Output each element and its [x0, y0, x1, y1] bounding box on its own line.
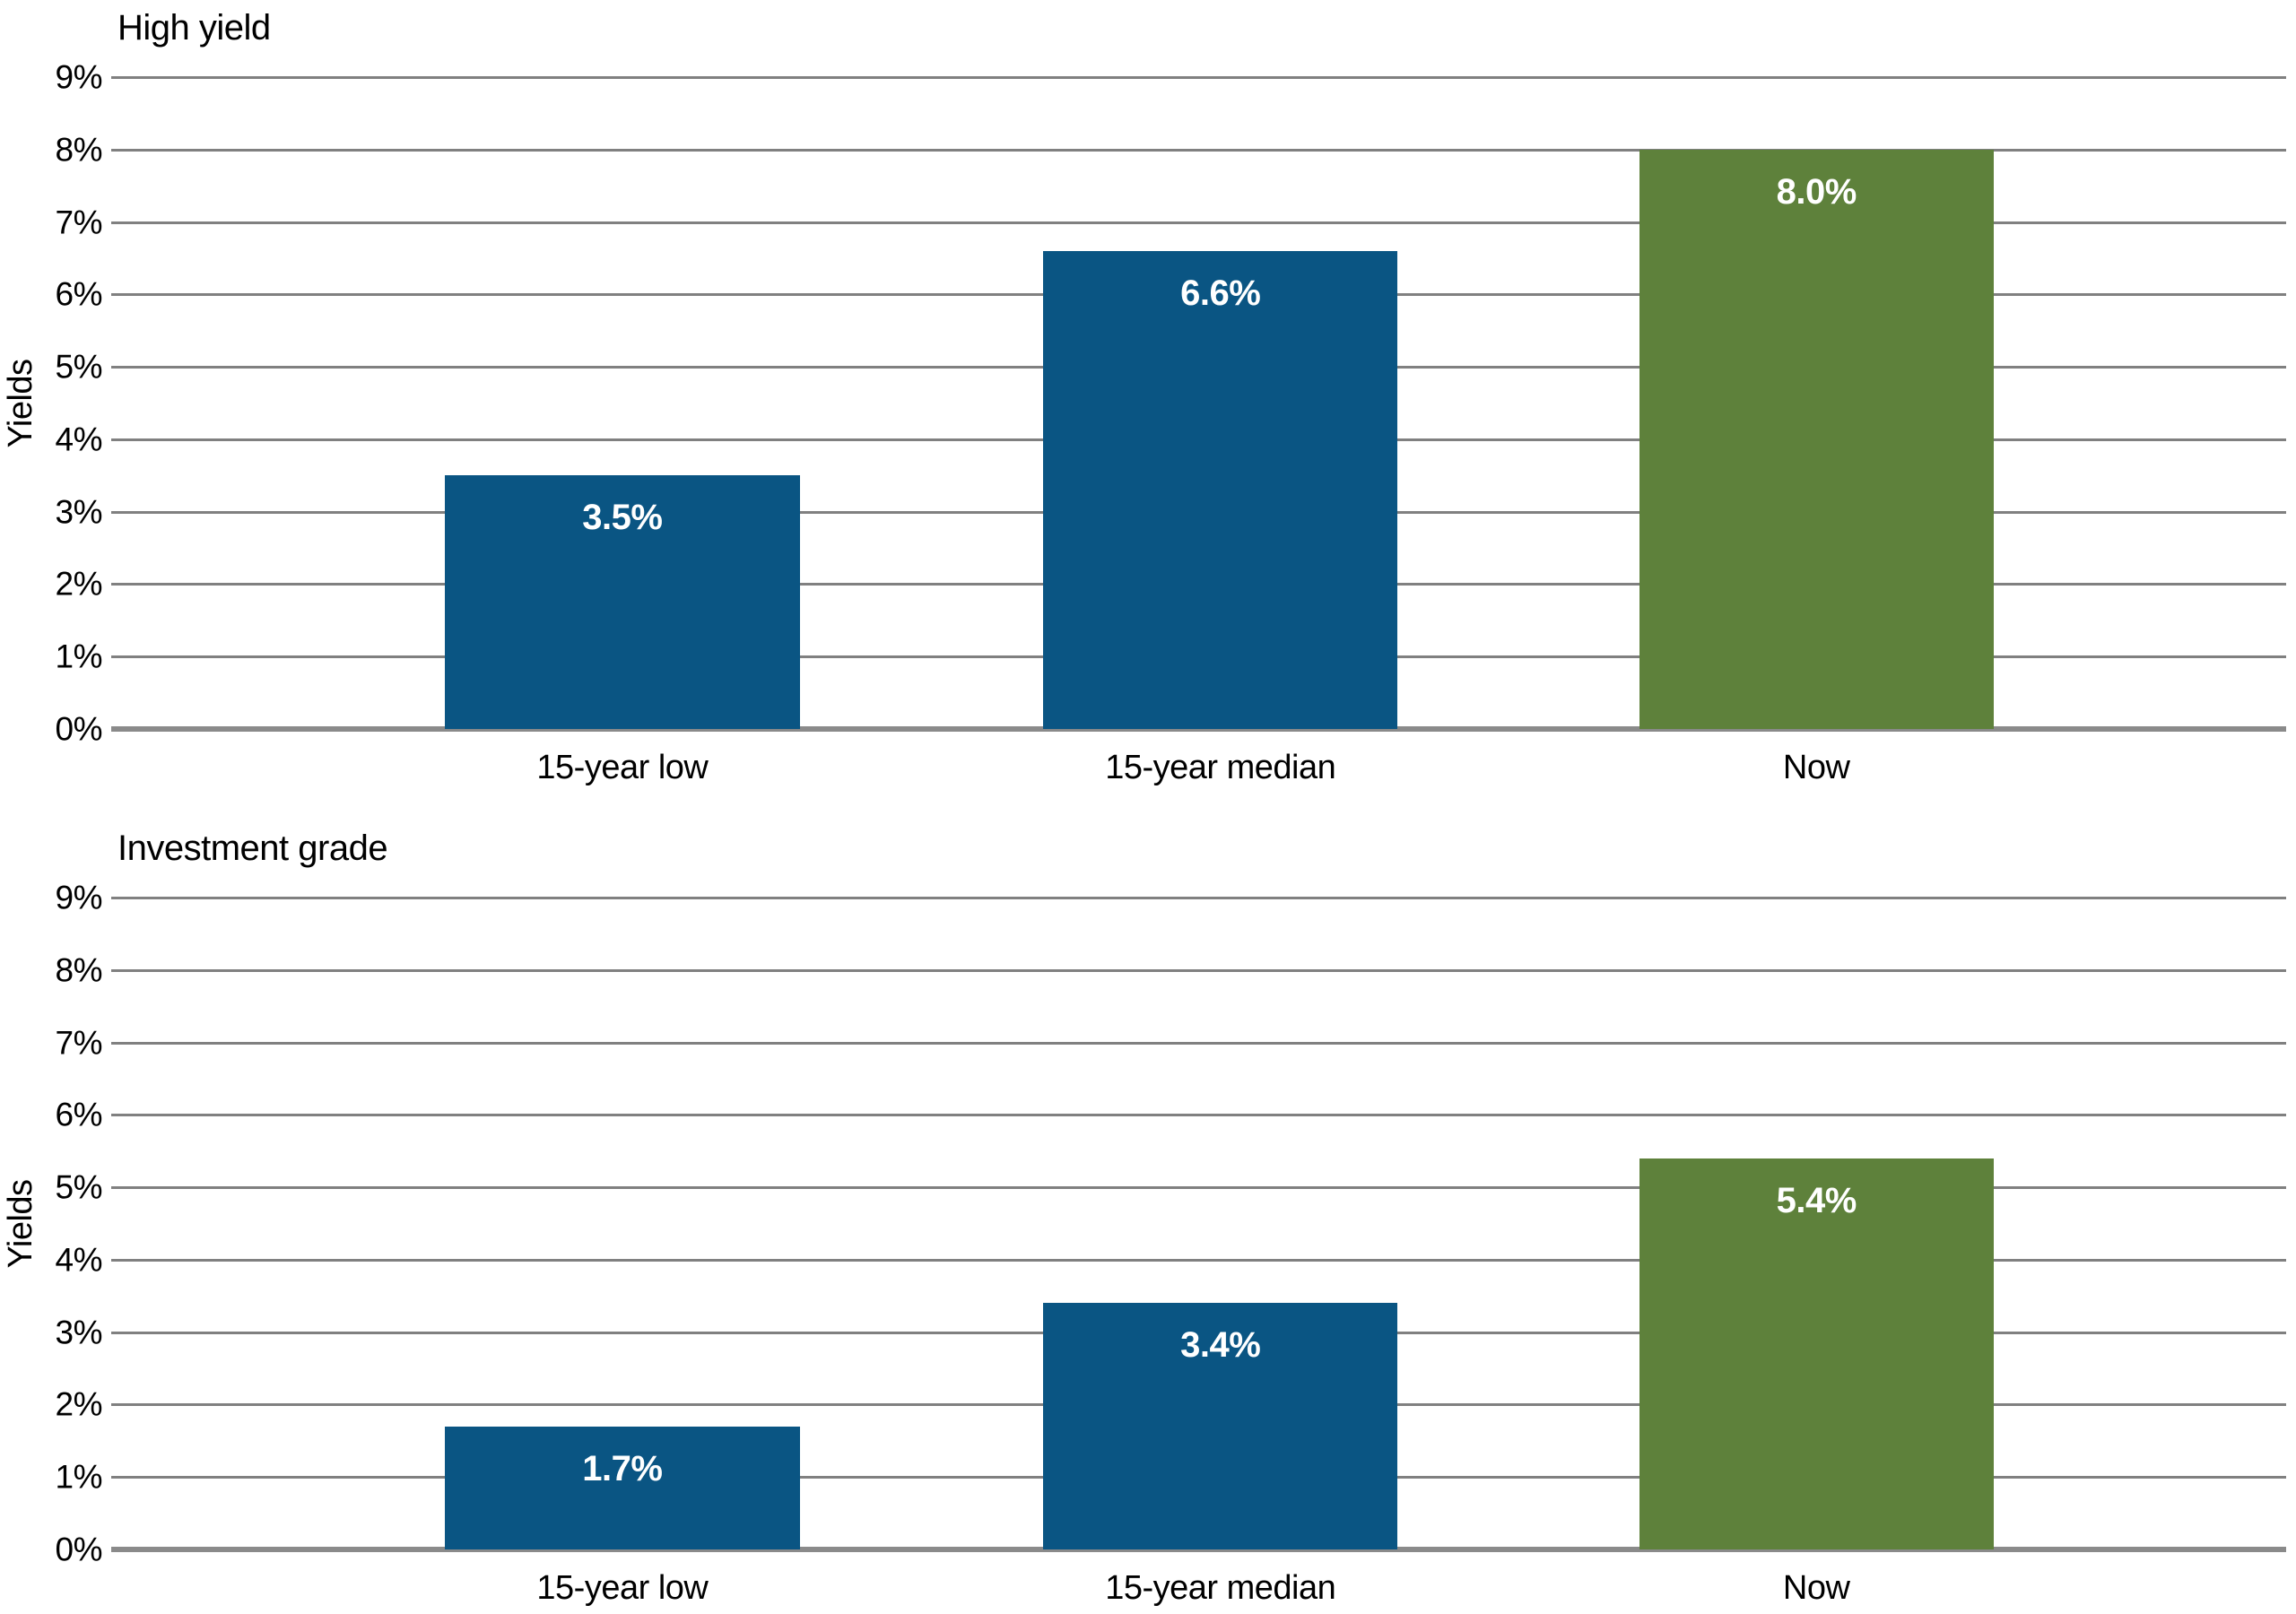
chart-title: High yield: [117, 8, 271, 48]
y-tick-label: 7%: [55, 204, 103, 241]
y-tick-label: 6%: [55, 275, 103, 313]
x-category-label: 15-year median: [1105, 749, 1336, 786]
y-tick-label: 0%: [55, 710, 103, 748]
x-axis: 15-year low 15-year median Now: [111, 729, 2286, 792]
y-tick-label: 3%: [55, 493, 103, 531]
bar-value-label: 6.6%: [1180, 273, 1261, 313]
x-axis: 15-year low 15-year median Now: [111, 1549, 2286, 1612]
y-tick-label: 1%: [55, 1458, 103, 1496]
bar-value-label: 1.7%: [582, 1448, 663, 1488]
y-tick-label: 9%: [55, 879, 103, 916]
x-axis-line: [111, 726, 2286, 732]
x-axis-line: [111, 1547, 2286, 1552]
y-tick-label: 3%: [55, 1314, 103, 1351]
y-tick-label: 5%: [55, 348, 103, 386]
gridline: [111, 1114, 2286, 1117]
y-axis-ticks: 9% 8% 7% 6% 5% 4% 3% 2% 1% 0%: [0, 61, 111, 746]
y-tick-label: 7%: [55, 1024, 103, 1062]
bar-15-year-low: 3.5%: [445, 475, 800, 729]
gridline: [111, 1186, 2286, 1190]
x-category-label: Now: [1782, 1569, 1850, 1607]
x-category-label: 15-year low: [536, 749, 709, 786]
y-tick-label: 2%: [55, 1385, 103, 1423]
y-tick-label: 8%: [55, 951, 103, 989]
bar-15-year-median: 6.6%: [1043, 250, 1398, 729]
y-tick-label: 0%: [55, 1531, 103, 1568]
bar-now: 5.4%: [1639, 1158, 1994, 1549]
y-tick-label: 5%: [55, 1168, 103, 1206]
y-tick-label: 8%: [55, 131, 103, 169]
gridline: [111, 968, 2286, 972]
chart-area: Yields 9% 8% 7% 6% 5% 4% 3% 2% 1% 0% 3.5% 6.6% 8.0%: [0, 61, 2296, 746]
bar-15-year-median: 3.4%: [1043, 1303, 1398, 1549]
gridline: [111, 221, 2286, 224]
y-tick-label: 4%: [55, 1241, 103, 1279]
y-tick-label: 1%: [55, 638, 103, 675]
gridline: [111, 148, 2286, 152]
bar-value-label: 3.4%: [1180, 1325, 1261, 1366]
x-category-label: 15-year low: [536, 1569, 709, 1607]
chart-title: Investment grade: [117, 829, 388, 868]
y-axis-ticks: 9% 8% 7% 6% 5% 4% 3% 2% 1% 0%: [0, 881, 111, 1566]
plot-area: 3.5% 6.6% 8.0%: [111, 76, 2286, 732]
gridline: [111, 1258, 2286, 1262]
gridline: [111, 897, 2286, 899]
y-tick-label: 2%: [55, 565, 103, 603]
x-category-label: 15-year median: [1105, 1569, 1336, 1607]
chart-area: Yields 9% 8% 7% 6% 5% 4% 3% 2% 1% 0% 1.7% 3.4% 5.4%: [0, 881, 2296, 1566]
high-yield-chart: High yield Yields 9% 8% 7% 6% 5% 4% 3% 2% 1% 0% 3…: [0, 7, 2296, 792]
gridline: [111, 1041, 2286, 1045]
y-tick-label: 4%: [55, 421, 103, 458]
bar-value-label: 5.4%: [1776, 1180, 1857, 1220]
gridline: [111, 76, 2286, 79]
bar-now: 8.0%: [1639, 149, 1994, 729]
x-category-label: Now: [1782, 749, 1850, 786]
bar-15-year-low: 1.7%: [445, 1426, 800, 1549]
y-tick-label: 6%: [55, 1096, 103, 1133]
y-tick-label: 9%: [55, 58, 103, 96]
bar-value-label: 3.5%: [582, 498, 663, 538]
plot-area: 1.7% 3.4% 5.4%: [111, 897, 2286, 1552]
investment-grade-chart: Investment grade Yields 9% 8% 7% 6% 5% 4% 3% 2%…: [0, 828, 2296, 1612]
bar-value-label: 8.0%: [1776, 171, 1857, 212]
